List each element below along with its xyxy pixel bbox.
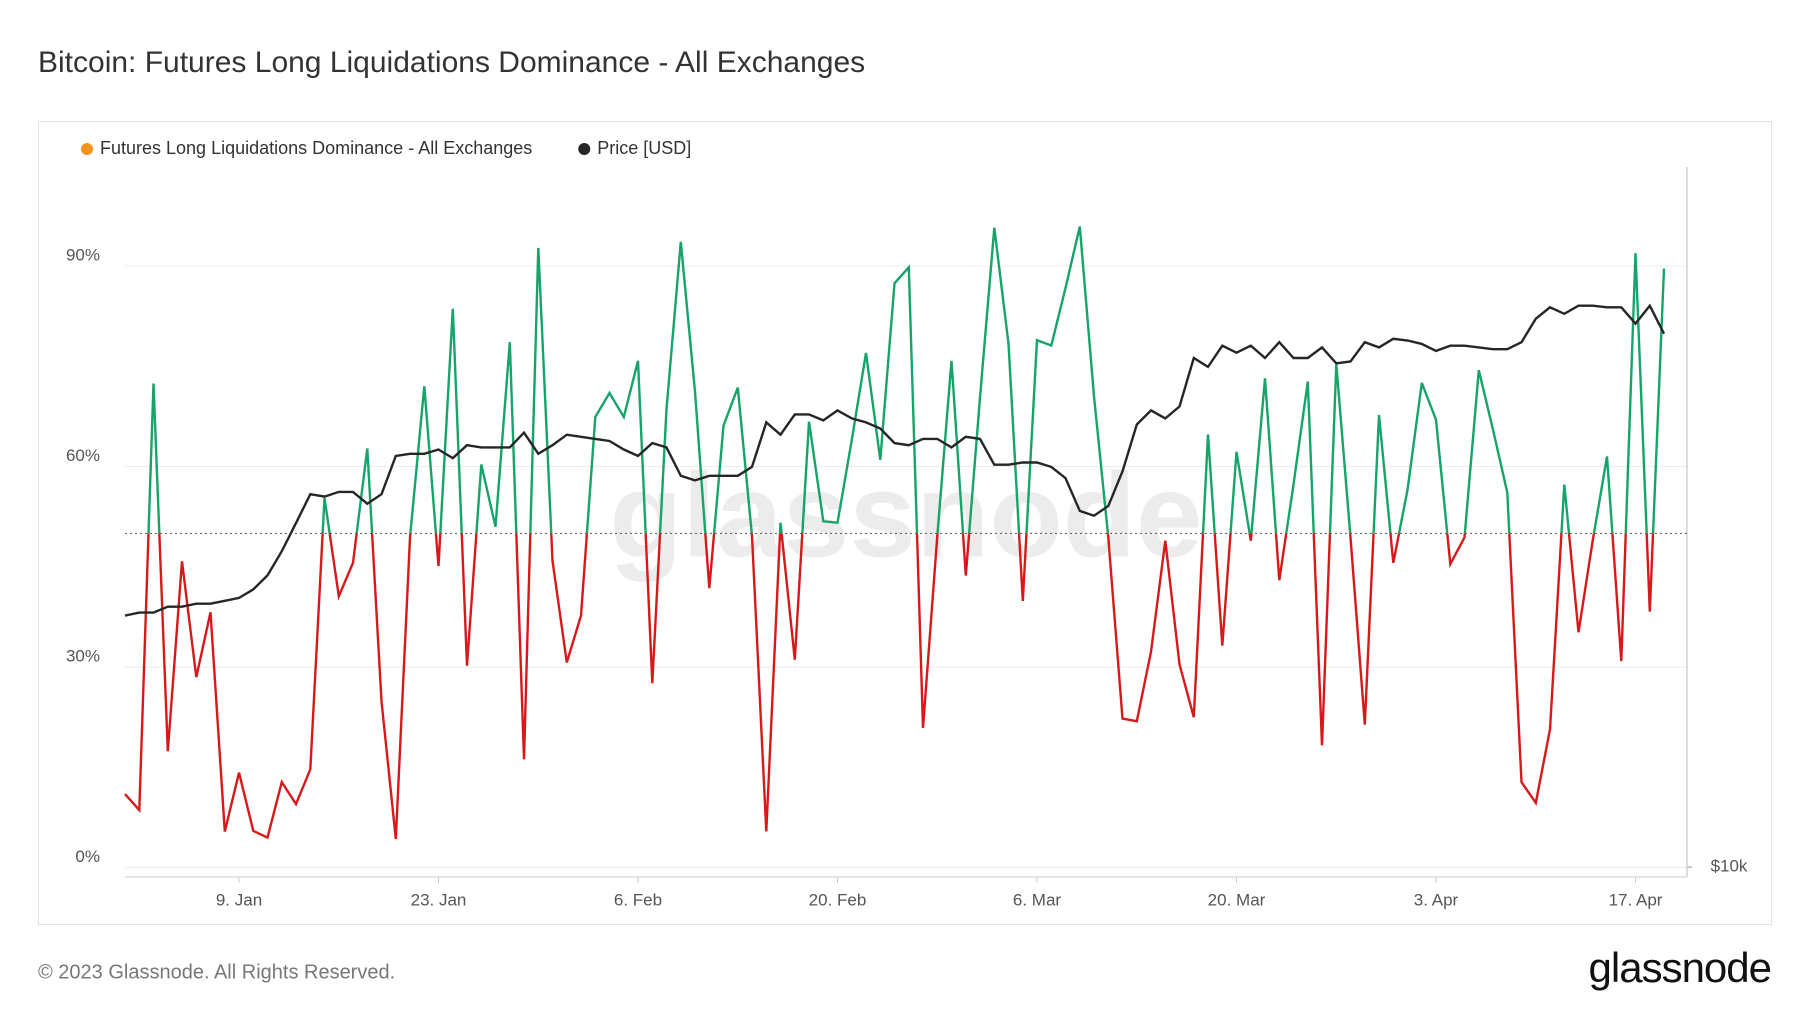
legend-marker (81, 143, 93, 155)
x-tick-label: 6. Feb (614, 890, 662, 909)
footer: © 2023 Glassnode. All Rights Reserved. (38, 961, 395, 983)
watermark: glassnode (609, 449, 1203, 583)
dominance-line-below (124, 533, 1655, 840)
legend-marker (578, 143, 591, 155)
x-tick-label: 3. Apr (1414, 890, 1459, 909)
x-tick-label: 9. Jan (216, 890, 262, 909)
chart-frame (38, 121, 1772, 925)
x-tick-label: 20. Feb (809, 890, 867, 909)
dominance-line-above (147, 226, 1666, 534)
legend-label: Futures Long Liquidations Dominance - Al… (100, 138, 532, 158)
x-tick-label: 23. Jan (411, 890, 467, 909)
price-line (124, 303, 1666, 617)
chart-title: Bitcoin: Futures Long Liquidations Domin… (38, 46, 865, 79)
y-tick-label: 60% (66, 446, 100, 465)
y-tick-label: 30% (66, 647, 100, 666)
x-tick-label: 6. Mar (1013, 890, 1062, 909)
logo: glassnode (1589, 944, 1771, 991)
legend-label: Price [USD] (597, 138, 691, 158)
y2-tick-label: $10k (1711, 856, 1748, 875)
x-tick-label: 20. Mar (1208, 890, 1266, 909)
y-tick-label: 0% (75, 847, 100, 866)
y-tick-label: 90% (66, 245, 100, 264)
x-tick-label: 17. Apr (1609, 890, 1663, 909)
